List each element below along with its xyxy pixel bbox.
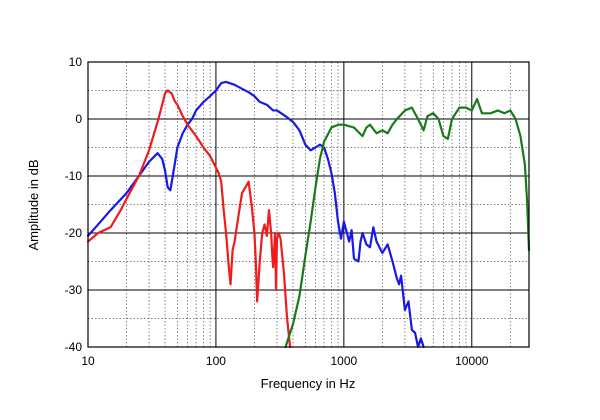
series-line-green <box>284 97 531 349</box>
series-layer <box>86 80 531 349</box>
x-tick-label: 10 <box>81 354 95 368</box>
y-tick-label: -20 <box>65 226 83 240</box>
x-tick-label: 1000 <box>331 354 358 368</box>
y-tick-labels: 10 0 -10 -20 -30 -40 <box>65 55 83 354</box>
y-tick-label: -10 <box>65 169 83 183</box>
plot-frame <box>87 61 530 348</box>
y-tick-label: 0 <box>75 112 82 126</box>
y-tick-label: -30 <box>65 283 83 297</box>
x-axis-label: Frequency in Hz <box>261 376 356 391</box>
series-line-blue <box>86 80 425 349</box>
series-line-red <box>86 89 292 349</box>
y-axis-label: Amplitude in dB <box>26 159 41 250</box>
x-tick-label: 100 <box>206 354 226 368</box>
x-tick-labels: 10 100 1000 10000 <box>81 354 488 368</box>
x-tick-label: 10000 <box>455 354 489 368</box>
y-tick-label: 10 <box>69 55 83 69</box>
y-tick-label: -40 <box>65 340 83 354</box>
